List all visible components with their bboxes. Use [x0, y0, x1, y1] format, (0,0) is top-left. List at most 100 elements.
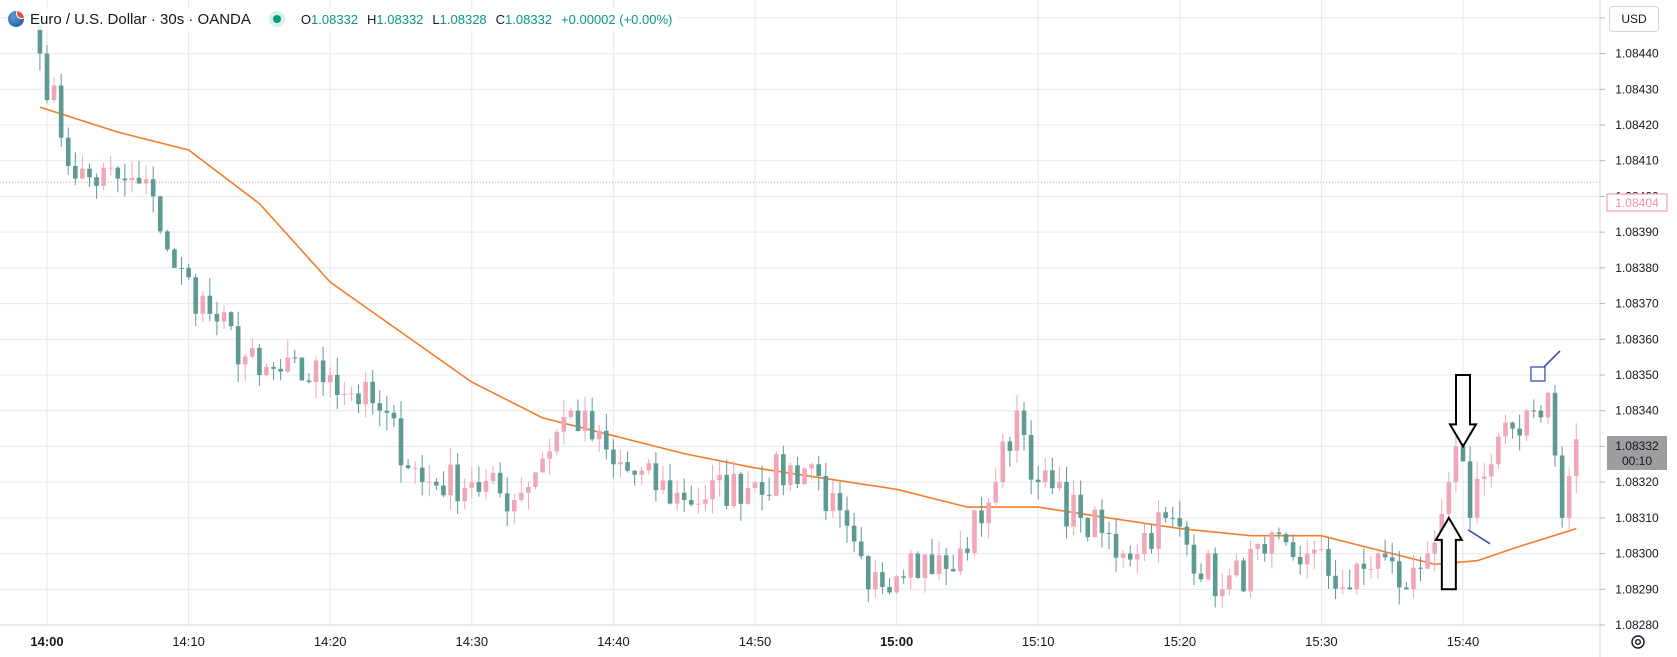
- candle: [349, 387, 354, 402]
- candle-body: [1404, 587, 1409, 590]
- candle: [1035, 466, 1041, 500]
- candle-body: [554, 431, 560, 452]
- market-status-icon: [268, 11, 285, 27]
- settings-gear-icon[interactable]: [1631, 635, 1645, 649]
- candle-body: [377, 403, 383, 411]
- candle-body: [1319, 549, 1324, 551]
- time-tick-label: 15:10: [1022, 634, 1055, 649]
- candle: [788, 462, 793, 491]
- candle: [271, 362, 276, 381]
- candle: [1524, 408, 1530, 441]
- candle: [1212, 547, 1218, 608]
- last-price-label: 1.08332: [1615, 439, 1659, 453]
- candle: [427, 464, 432, 497]
- candle-body: [419, 467, 425, 483]
- currency-selector[interactable]: USD: [1609, 6, 1659, 32]
- candle: [1559, 446, 1565, 528]
- candle: [1517, 414, 1522, 451]
- candle: [936, 541, 942, 580]
- candle: [58, 73, 64, 147]
- candle-body: [1432, 542, 1437, 554]
- price-tick-label: 1.08370: [1615, 297, 1659, 311]
- candle-body: [908, 553, 914, 578]
- candle-body: [1552, 392, 1558, 456]
- candle: [688, 485, 694, 507]
- candle: [108, 155, 114, 176]
- candle-body: [483, 481, 489, 492]
- price-scale[interactable]: 1.084501.084401.084301.084201.084101.084…: [1600, 11, 1659, 632]
- candle-body: [731, 473, 737, 506]
- candle: [858, 527, 864, 560]
- candle: [313, 356, 319, 399]
- candle: [1078, 480, 1083, 533]
- candle: [1418, 556, 1423, 582]
- candle: [391, 404, 397, 428]
- candle: [674, 480, 680, 511]
- candle-body: [476, 482, 482, 492]
- symbol-legend: Euro / U.S. Dollar · 30s · OANDA O1.0833…: [8, 8, 679, 30]
- high-value: 1.08332: [376, 11, 424, 27]
- candle: [1071, 480, 1076, 535]
- candle-body: [710, 480, 715, 500]
- candle-body: [299, 357, 305, 381]
- time-axis[interactable]: 14:00 14:10 14:20 14:30 14:40 14:50 15:00 15:10…: [30, 634, 1479, 649]
- candle-body: [370, 381, 375, 404]
- candle-body: [1120, 553, 1126, 558]
- candle: [1340, 570, 1345, 594]
- candle-body: [979, 510, 984, 524]
- candle: [1064, 466, 1069, 539]
- candle-body: [618, 462, 623, 465]
- close-value: 1.08332: [505, 11, 553, 27]
- candle: [519, 477, 524, 503]
- candle-body: [441, 485, 446, 496]
- candle-body: [795, 465, 800, 484]
- candle: [568, 407, 574, 420]
- candle: [816, 455, 822, 491]
- candle-body: [157, 196, 163, 232]
- candle-body: [448, 464, 453, 496]
- candle: [554, 428, 560, 456]
- candle: [1007, 436, 1013, 467]
- symbol-title[interactable]: Euro / U.S. Dollar · 30s · OANDA: [30, 10, 251, 28]
- annotations[interactable]: [1434, 350, 1561, 591]
- candle: [1177, 501, 1183, 537]
- candle: [1396, 550, 1402, 605]
- candle: [412, 461, 418, 484]
- change-value: +0.00002 (+0.00%): [561, 11, 673, 27]
- candle-body: [547, 451, 552, 459]
- candle: [1000, 433, 1006, 488]
- candle-body: [398, 418, 404, 466]
- candle: [1510, 421, 1515, 439]
- candle: [165, 229, 170, 252]
- candle-body: [1297, 557, 1303, 565]
- candle-body: [264, 366, 269, 375]
- candle-body: [887, 587, 892, 593]
- candle-body: [830, 493, 836, 512]
- candle: [632, 469, 637, 486]
- candle-body: [1000, 441, 1006, 483]
- candle: [526, 481, 531, 510]
- candle: [1333, 559, 1338, 600]
- candle: [823, 462, 829, 521]
- candle-body: [334, 375, 340, 395]
- candle-body: [434, 481, 439, 486]
- candle-body: [193, 277, 198, 314]
- box-drawing: [1530, 366, 1546, 382]
- candle: [575, 399, 581, 432]
- candle-body: [1269, 532, 1275, 554]
- candle: [87, 163, 92, 187]
- candle: [1474, 461, 1480, 524]
- candle-body: [1227, 575, 1232, 590]
- candle: [1276, 527, 1282, 540]
- candle-body: [292, 357, 298, 359]
- candle: [596, 424, 602, 453]
- down-arrow-drawing: [1448, 374, 1478, 449]
- candle-body: [986, 502, 991, 524]
- price-tick-label: 1.08290: [1615, 582, 1659, 596]
- candle: [1304, 540, 1310, 579]
- candle: [1163, 506, 1168, 523]
- candle: [299, 357, 305, 381]
- candle: [1156, 499, 1161, 563]
- euro-dollar-flag-icon: [8, 11, 24, 27]
